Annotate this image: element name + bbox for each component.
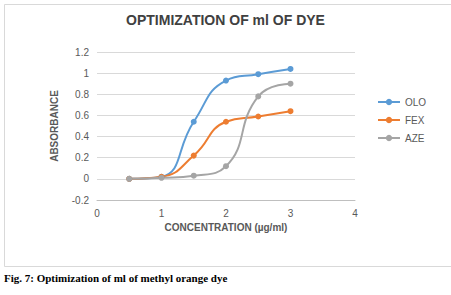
svg-text:0: 0 <box>94 208 100 219</box>
svg-text:0.2: 0.2 <box>75 152 89 163</box>
svg-text:CONCENTRATION (µg/ml): CONCENTRATION (µg/ml) <box>165 222 288 233</box>
svg-text:0.8: 0.8 <box>75 89 89 100</box>
svg-text:0.6: 0.6 <box>75 110 89 121</box>
svg-text:OLO: OLO <box>405 97 426 108</box>
svg-text:0.4: 0.4 <box>75 131 89 142</box>
svg-text:1: 1 <box>159 208 165 219</box>
svg-text:1.2: 1.2 <box>75 47 89 58</box>
svg-text:AZE: AZE <box>405 133 425 144</box>
svg-text:3: 3 <box>288 208 294 219</box>
svg-text:OPTIMIZATION OF ml OF DYE: OPTIMIZATION OF ml OF DYE <box>126 12 325 28</box>
svg-text:-0.2: -0.2 <box>72 195 90 206</box>
svg-text:2: 2 <box>223 208 229 219</box>
svg-text:ABSORBANCE: ABSORBANCE <box>49 90 60 162</box>
svg-text:1: 1 <box>83 68 89 79</box>
svg-text:4: 4 <box>352 208 358 219</box>
svg-text:Fig. 7: Optimization of ml of: Fig. 7: Optimization of ml of methyl ora… <box>4 272 227 284</box>
svg-text:FEX: FEX <box>405 115 425 126</box>
svg-text:0: 0 <box>83 173 89 184</box>
